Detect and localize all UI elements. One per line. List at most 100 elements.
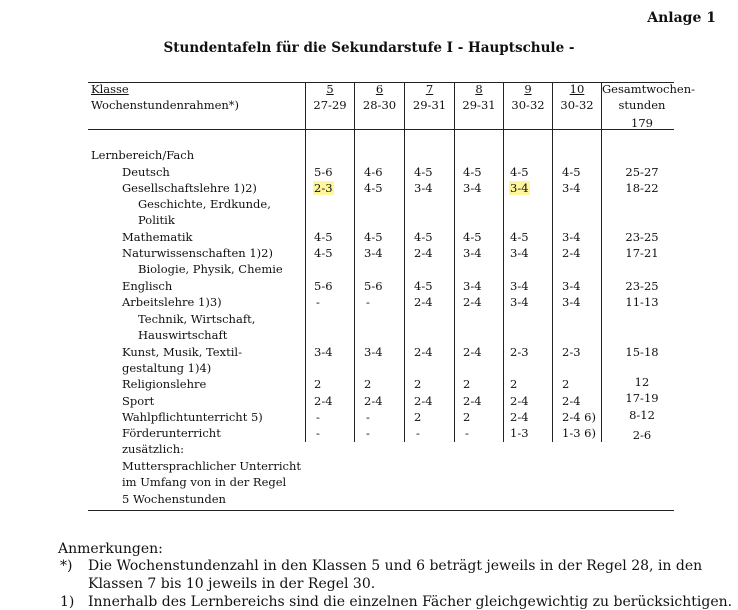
table-cell: 2-4 xyxy=(562,394,581,408)
table-cell: 3-4 xyxy=(562,295,581,309)
additional-line: 5 Wochenstunden xyxy=(122,492,226,506)
table-cell: 3-4 xyxy=(463,279,482,293)
klasse-label: Klasse xyxy=(91,82,129,96)
table-cell: - xyxy=(366,410,370,424)
header-rule xyxy=(88,129,674,130)
table-cell: 2-4 xyxy=(364,394,383,408)
note-one-line: Innerhalb des Lernbereichs sind die einz… xyxy=(88,594,733,610)
table-cell: 4-5 xyxy=(414,230,433,244)
table-cell: 3-4 xyxy=(364,246,383,260)
total-header-1: Gesamtwochen- xyxy=(602,82,695,96)
subject-sublabel: Hauswirtschaft xyxy=(138,328,228,342)
table-cell: - xyxy=(465,426,469,440)
additional-line: Muttersprachlicher Unterricht xyxy=(122,459,302,473)
table-cell: - xyxy=(316,295,320,309)
table-cell: 4-5 xyxy=(463,165,482,179)
total-cell: 11-13 xyxy=(625,295,659,309)
subject-sublabel: Geschichte, Erdkunde, xyxy=(138,197,271,211)
table-cell: 3-4 xyxy=(510,295,529,309)
subject-name: Wahlpflichtunterricht 5) xyxy=(122,410,263,424)
rahmen-label: Wochenstundenrahmen*) xyxy=(91,98,240,112)
table-cell: 2 xyxy=(414,377,422,391)
col-divider xyxy=(305,82,306,442)
subject-name: Englisch xyxy=(122,279,173,293)
table-cell: 4-5 xyxy=(314,246,333,260)
highlighted-cell: 2-3 xyxy=(313,181,334,195)
table-cell: 2 xyxy=(562,377,570,391)
table-cell: 4-5 xyxy=(414,279,433,293)
notes-heading: Anmerkungen: xyxy=(58,541,163,557)
total-cell: 8-12 xyxy=(629,408,655,422)
table-cell: 2-4 xyxy=(414,394,433,408)
subject-sublabel: Technik, Wirtschaft, xyxy=(138,312,256,326)
grade-header: 6 xyxy=(375,82,384,96)
table-cell: - xyxy=(316,410,320,424)
note-star-line: Die Wochenstundenzahl in den Klassen 5 u… xyxy=(88,558,703,574)
col-divider xyxy=(404,82,405,442)
table-cell: 4-6 xyxy=(364,165,383,179)
table-cell: 1-3 xyxy=(510,426,529,440)
table-cell: 2-4 xyxy=(463,394,482,408)
col-divider xyxy=(503,82,504,442)
table-cell: 1-3 6) xyxy=(562,426,596,440)
table-cell: 4-5 xyxy=(364,181,383,195)
range-header: 30-32 xyxy=(511,98,545,112)
table-cell: 4-5 xyxy=(414,165,433,179)
subject-sublabel: gestaltung 1)4) xyxy=(122,361,212,375)
table-cell: 4-5 xyxy=(510,165,529,179)
table-cell: 2-4 xyxy=(463,345,482,359)
table-cell: 2-3 xyxy=(510,345,529,359)
table-cell: 3-4 xyxy=(463,181,482,195)
subject-name: Kunst, Musik, Textil- xyxy=(122,345,242,359)
col-divider xyxy=(552,82,553,442)
table-cell: - xyxy=(416,426,420,440)
total-cell: 23-25 xyxy=(625,279,659,293)
total-cell: 23-25 xyxy=(625,230,659,244)
range-header: 30-32 xyxy=(560,98,594,112)
top-rule xyxy=(88,82,674,83)
table-cell: 4-5 xyxy=(364,230,383,244)
annex-label: Anlage 1 xyxy=(647,10,716,26)
range-header: 27-29 xyxy=(313,98,347,112)
table-cell: 4-5 xyxy=(562,165,581,179)
total-cell: 17-21 xyxy=(625,246,659,260)
page-title: Stundentafeln für die Sekundarstufe I - … xyxy=(163,40,575,56)
col-divider xyxy=(601,82,602,442)
table-cell: 3-4 xyxy=(364,345,383,359)
subject-name: Deutsch xyxy=(122,165,170,179)
table-cell: 4-5 xyxy=(314,230,333,244)
table-cell: 2-4 xyxy=(510,394,529,408)
additional-line: zusätzlich: xyxy=(122,442,184,456)
subject-name: Naturwissenschaften 1)2) xyxy=(122,246,273,260)
subject-sublabel: Politik xyxy=(138,213,175,227)
table-cell: 2 xyxy=(463,377,471,391)
table-cell: 3-4 xyxy=(510,279,529,293)
total-cell: 17-19 xyxy=(625,391,659,405)
table-cell: - xyxy=(366,295,370,309)
range-header: 28-30 xyxy=(362,98,397,112)
table-cell: 2-4 xyxy=(463,295,482,309)
total-cell: 18-22 xyxy=(625,181,659,195)
table-cell: 2-4 xyxy=(562,246,581,260)
subject-name: Mathematik xyxy=(122,230,193,244)
col-divider xyxy=(354,82,355,442)
table-cell: 5-6 xyxy=(364,279,383,293)
total-cell: 12 xyxy=(634,375,650,389)
subject-name: Arbeitslehre 1)3) xyxy=(122,295,222,309)
table-cell: 3-4 xyxy=(562,230,581,244)
total-header-2: stunden xyxy=(618,98,666,112)
grade-header: 8 xyxy=(475,82,483,96)
table-cell: 4-5 xyxy=(510,230,529,244)
table-cell: 2-3 xyxy=(562,345,581,359)
note-star-marker: *) xyxy=(60,558,73,574)
table-cell: 2-4 xyxy=(414,345,433,359)
table-cell: 3-4 xyxy=(463,246,482,260)
table-cell: 3-4 xyxy=(562,181,581,195)
grade-header: 7 xyxy=(425,82,434,96)
table-cell: 2-4 6) xyxy=(562,410,596,424)
table-cell: 2 xyxy=(414,410,422,424)
table-cell: 3-4 xyxy=(562,279,581,293)
table-cell: 2-4 xyxy=(414,295,433,309)
highlighted-cell: 3-4 xyxy=(509,181,530,195)
table-cell: - xyxy=(316,426,320,440)
